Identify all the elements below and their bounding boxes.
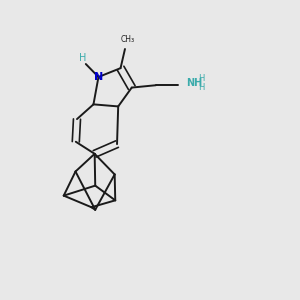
Text: CH₃: CH₃ [120, 35, 134, 44]
Text: N: N [94, 72, 103, 82]
Text: H: H [198, 74, 204, 83]
Text: H: H [198, 83, 204, 92]
Text: H: H [79, 52, 86, 62]
Text: NH: NH [186, 78, 203, 88]
